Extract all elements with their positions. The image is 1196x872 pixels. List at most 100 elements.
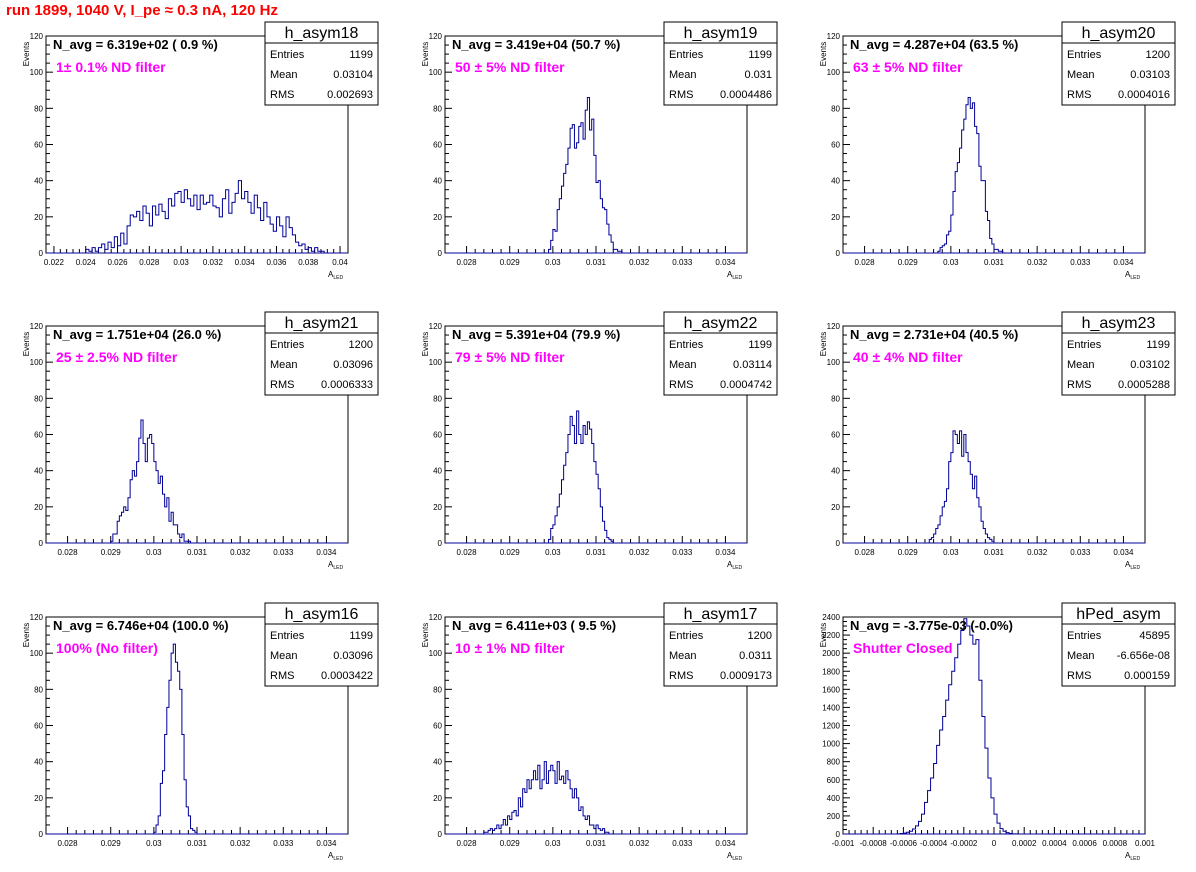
x-axis-title-subscript: LED	[732, 565, 742, 571]
x-tick-label: 0.033	[273, 548, 294, 557]
x-tick-label: -0.0004	[920, 839, 948, 848]
y-tick-label: 20	[34, 794, 43, 803]
y-tick-label: 0	[39, 539, 44, 548]
stat-value: 0.0006333	[321, 379, 373, 391]
stat-label: RMS	[1067, 89, 1091, 101]
stat-value: 1200	[1146, 49, 1170, 61]
y-tick-label: 60	[34, 722, 43, 731]
stat-label: Mean	[1067, 359, 1095, 371]
x-axis-title: ALED	[328, 851, 343, 862]
y-tick-label: 120	[429, 613, 443, 622]
stat-label: Entries	[270, 339, 305, 351]
y-tick-label: 0	[39, 249, 44, 258]
stat-value: 0.0004016	[1118, 89, 1170, 101]
histogram-panel-h_asym21: 0 20 40 60 80 100 120 0.028 0.029 0.03 0.031 0.032 0…	[22, 311, 379, 571]
x-tick-label: 0.034	[1113, 548, 1134, 557]
y-tick-label: 80	[34, 104, 43, 113]
histogram-panel-h_asym22: 0 20 40 60 80 100 120 0.028 0.029 0.03 0.031 0.032 0…	[421, 311, 778, 571]
y-tick-label: 60	[433, 141, 442, 150]
stat-label: Mean	[669, 359, 697, 371]
stat-value: 0.03104	[333, 69, 373, 81]
x-axis-title-subscript: LED	[732, 856, 742, 862]
histogram-name: h_asym23	[1082, 315, 1156, 332]
stat-label: RMS	[669, 379, 693, 391]
stat-label: RMS	[669, 670, 693, 682]
y-tick-label: 40	[433, 758, 442, 767]
histogram-name: h_asym21	[285, 315, 359, 332]
navg-label: N_avg = 6.746e+04 (100.0 %)	[53, 618, 229, 633]
x-tick-label: 0.04	[332, 258, 348, 267]
y-tick-label: 80	[34, 394, 43, 403]
navg-label: N_avg = 3.419e+04 (50.7 %)	[452, 37, 620, 52]
y-tick-label: 80	[831, 394, 840, 403]
x-tick-label: 0.0008	[1103, 839, 1128, 848]
stats-box-frame	[1061, 602, 1176, 687]
histogram-name: h_asym19	[684, 25, 758, 42]
x-tick-label: 0	[992, 839, 997, 848]
y-tick-label: 20	[433, 503, 442, 512]
x-tick-label: 0.029	[101, 839, 122, 848]
y-axis-title: Events	[421, 623, 430, 647]
navg-label: N_avg = 1.751e+04 (26.0 %)	[53, 327, 221, 342]
stats-box-frame	[264, 21, 379, 106]
x-axis-title-subscript: LED	[333, 275, 343, 281]
x-tick-label: 0.034	[316, 548, 337, 557]
y-tick-label: 0	[438, 830, 443, 839]
y-tick-label: 2400	[822, 613, 840, 622]
y-tick-label: 20	[433, 794, 442, 803]
y-tick-label: 60	[433, 431, 442, 440]
stat-value: 1199	[349, 630, 373, 642]
y-tick-label: 0	[836, 249, 841, 258]
stat-value: 1199	[1146, 339, 1170, 351]
x-tick-label: 0.03	[545, 258, 561, 267]
x-tick-label: 0.031	[984, 258, 1005, 267]
histogram-panel-h_asym18: 0 20 40 60 80 100 120 0.022 0.024 0.026 0.028 0.03 0…	[22, 21, 379, 281]
y-tick-label: 40	[831, 467, 840, 476]
y-tick-label: 40	[831, 177, 840, 186]
stat-value: 0.03102	[1130, 359, 1170, 371]
x-tick-label: 0.033	[1070, 258, 1091, 267]
y-tick-label: 100	[827, 358, 841, 367]
x-tick-label: 0.038	[298, 258, 319, 267]
y-tick-label: 120	[827, 32, 841, 41]
x-axis-title: ALED	[1125, 851, 1140, 862]
x-tick-label: 0.029	[500, 258, 521, 267]
y-tick-label: 40	[34, 177, 43, 186]
filter-annotation: 25 ± 2.5% ND filter	[56, 349, 178, 365]
y-tick-label: 100	[30, 358, 44, 367]
x-tick-label: 0.033	[672, 548, 693, 557]
y-tick-label: 0	[39, 830, 44, 839]
stat-label: RMS	[1067, 670, 1091, 682]
x-tick-label: 0.03	[943, 548, 959, 557]
x-tick-label: 0.028	[58, 839, 79, 848]
navg-label: N_avg = 2.731e+04 (40.5 %)	[850, 327, 1018, 342]
x-tick-label: 0.03	[943, 258, 959, 267]
y-tick-label: 40	[34, 758, 43, 767]
navg-label: N_avg = 4.287e+04 (63.5 %)	[850, 37, 1018, 52]
histogram-line	[110, 419, 192, 543]
x-tick-label: 0.022	[44, 258, 65, 267]
histogram-name: h_asym22	[684, 315, 758, 332]
stat-label: Entries	[1067, 630, 1102, 642]
x-tick-label: 0.03	[146, 839, 162, 848]
y-tick-label: 800	[827, 758, 841, 767]
x-tick-label: 0.028	[457, 258, 478, 267]
x-tick-label: 0.0002	[1012, 839, 1037, 848]
histogram-panel-h_asym20: 0 20 40 60 80 100 120 0.028 0.029 0.03 0.031 0.032 0…	[819, 21, 1176, 281]
x-axis-title-subscript: LED	[333, 565, 343, 571]
x-tick-label: 0.028	[139, 258, 160, 267]
filter-annotation: 50 ± 5% ND filter	[455, 59, 565, 75]
y-tick-label: 40	[34, 467, 43, 476]
y-axis-title: Events	[421, 42, 430, 66]
x-tick-label: 0.033	[672, 258, 693, 267]
navg-label: N_avg = -3.775e-03 (-0.0%)	[850, 618, 1013, 633]
y-tick-label: 120	[30, 322, 44, 331]
x-tick-label: 0.032	[203, 258, 224, 267]
x-tick-label: 0.028	[457, 548, 478, 557]
x-tick-label: 0.034	[715, 548, 736, 557]
navg-label: N_avg = 6.411e+03 ( 9.5 %)	[452, 618, 616, 633]
x-axis-title-subscript: LED	[1130, 856, 1140, 862]
histogram-panel-h_asym19: 0 20 40 60 80 100 120 0.028 0.029 0.03 0.031 0.032 0…	[421, 21, 778, 281]
x-tick-label: 0.028	[58, 548, 79, 557]
y-tick-label: 120	[429, 322, 443, 331]
